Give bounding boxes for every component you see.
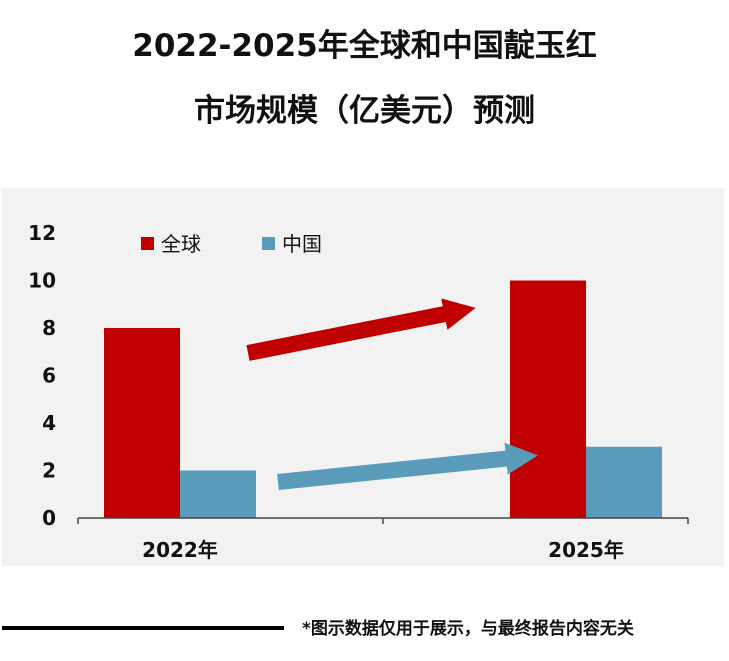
trend-arrow-global [246, 298, 476, 361]
bar-china-0 [180, 470, 256, 518]
legend-swatch-china [262, 237, 275, 250]
y-tick-label-3: 6 [42, 364, 56, 388]
chart-title-line1: 2022-2025年全球和中国靛玉红 [132, 28, 597, 64]
y-tick-label-5: 10 [28, 269, 56, 293]
chart-title-line2: 市场规模（亿美元）预测 [194, 93, 535, 129]
bar-global-1 [510, 280, 586, 518]
footer-divider [2, 626, 284, 630]
footer-note: *图示数据仅用于展示，与最终报告内容无关 [302, 619, 634, 639]
bar-china-1 [586, 446, 662, 518]
x-category-label-0: 2022年 [142, 538, 218, 562]
x-category-label-1: 2025年 [548, 538, 624, 562]
legend-label-global: 全球 [161, 232, 201, 256]
trend-arrow-china [277, 442, 538, 490]
y-tick-label-6: 12 [28, 221, 56, 245]
legend-label-china: 中国 [282, 232, 322, 256]
y-tick-label-1: 2 [42, 459, 56, 483]
y-tick-label-2: 4 [42, 411, 56, 435]
bar-global-0 [104, 328, 180, 518]
y-tick-label-4: 8 [42, 316, 56, 340]
legend-swatch-global [141, 237, 154, 250]
y-tick-label-0: 0 [42, 506, 56, 530]
